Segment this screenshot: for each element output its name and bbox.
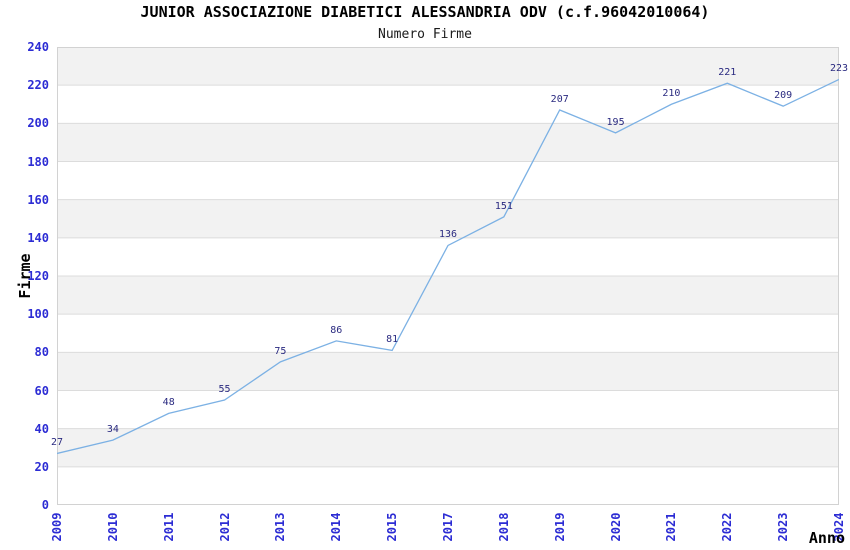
data-point-label: 48	[162, 397, 175, 409]
x-tick-label: 2017	[441, 512, 455, 542]
y-axis-title: Firme	[16, 253, 34, 299]
y-tick-label: 180	[27, 154, 49, 169]
x-tick-label: 2009	[50, 512, 64, 542]
x-tick-label: 2013	[273, 512, 288, 542]
y-tick-label: 220	[27, 78, 49, 93]
data-point-label: 195	[606, 116, 625, 128]
x-tick-label: 2020	[608, 512, 623, 542]
x-tick-label: 2014	[329, 512, 344, 542]
series-line	[57, 78, 839, 455]
grid-band	[57, 199, 839, 238]
chart-subtitle: Numero Firme	[378, 27, 472, 42]
x-axis-title: Anno	[808, 529, 845, 547]
data-point-label: 55	[218, 384, 231, 396]
y-tick-label: 20	[34, 459, 49, 474]
x-tick-label: 2021	[664, 512, 679, 542]
chart-title: JUNIOR ASSOCIAZIONE DIABETICI ALESSANDRI…	[140, 3, 710, 21]
x-tick-label: 2019	[552, 512, 567, 542]
data-point-label: 210	[662, 88, 681, 100]
plot-area	[57, 47, 839, 505]
data-point-label: 209	[774, 90, 793, 102]
x-tick-label: 2010	[105, 512, 120, 542]
y-tick-label: 80	[34, 345, 49, 360]
grid-band	[57, 123, 839, 162]
data-point-label: 27	[50, 437, 64, 449]
x-tick-label: 2011	[161, 512, 176, 542]
x-tick-label: 2022	[720, 512, 735, 542]
plot-border	[57, 47, 839, 505]
y-tick-label: 120	[27, 269, 49, 283]
data-point-label: 86	[330, 324, 343, 336]
x-tick-label: 2012	[217, 512, 232, 542]
data-point-label: 221	[718, 67, 737, 79]
data-point-label: 207	[550, 93, 569, 105]
y-tick-label: 40	[34, 421, 49, 436]
y-tick-label: 160	[27, 192, 49, 207]
data-point-label: 75	[274, 345, 287, 357]
grid-band	[57, 428, 839, 467]
y-tick-label: 140	[27, 230, 49, 245]
grid-band	[57, 276, 839, 315]
y-tick-label: 240	[27, 40, 49, 54]
y-tick-label: 200	[27, 116, 49, 131]
data-point-label: 34	[106, 424, 119, 436]
data-point-label: 136	[438, 229, 458, 241]
y-tick-label: 0	[41, 498, 49, 512]
data-point-label: 223	[829, 63, 849, 75]
x-tick-label: 2015	[385, 512, 400, 542]
y-tick-label: 100	[27, 307, 49, 322]
grid-band	[57, 47, 839, 86]
x-tick-label: 2023	[776, 512, 791, 542]
data-point-label: 151	[494, 200, 513, 212]
y-tick-label: 60	[34, 383, 49, 398]
data-point-label: 81	[386, 334, 399, 346]
grid-band	[57, 352, 839, 391]
x-tick-label: 2018	[496, 512, 511, 542]
